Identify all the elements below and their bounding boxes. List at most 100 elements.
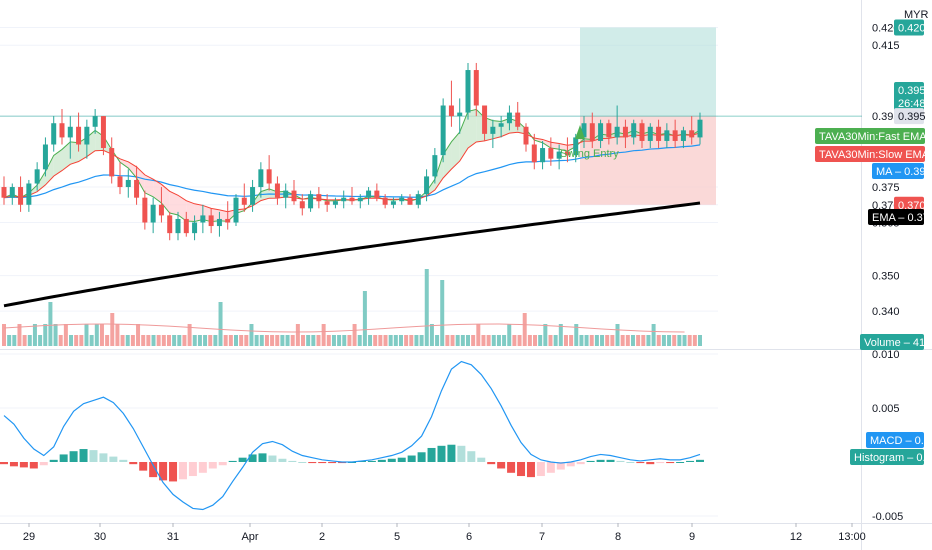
candle: [589, 112, 595, 149]
histogram-bar: [606, 459, 615, 462]
price-tick-label: 0.340: [872, 306, 900, 318]
volume-bar: [43, 324, 48, 346]
candle: [399, 194, 405, 205]
histogram-bar: [556, 462, 565, 470]
volume-bar: [130, 335, 135, 346]
volume-bar: [228, 335, 233, 346]
candle-body: [598, 123, 604, 141]
volume-bar: [558, 324, 563, 346]
candle: [142, 190, 148, 230]
price-tick-label: 0.350: [872, 271, 900, 283]
macd-tag-text: MACD – 0.001: [870, 435, 932, 447]
candle: [465, 62, 471, 120]
volume-bar: [636, 335, 641, 346]
candle-body: [490, 126, 496, 134]
candle-body: [51, 123, 57, 145]
volume-bar: [172, 335, 177, 346]
volume-bar: [605, 335, 610, 346]
candle: [200, 204, 206, 234]
histogram-bar: [119, 459, 128, 462]
histogram-bar: [208, 462, 217, 469]
target-price-tag-text: 0.420: [898, 23, 926, 35]
entry-price-tag-bg: [894, 108, 924, 125]
candle: [67, 116, 73, 159]
volume-bar: [74, 335, 79, 346]
candle-body: [457, 112, 463, 117]
histogram-bar: [407, 455, 416, 462]
volume-bar: [94, 324, 99, 346]
volume-bar: [38, 335, 43, 346]
histogram-bar: [517, 462, 526, 477]
histogram-bar: [576, 462, 585, 465]
candle-body: [672, 130, 678, 141]
candle: [117, 162, 123, 195]
volume-bar: [7, 335, 12, 346]
volume-bar: [517, 335, 522, 346]
macd-tag-bg: [866, 432, 924, 448]
volume-bar: [574, 324, 579, 346]
volume-bar: [429, 324, 434, 346]
ema-cloud-segment: [219, 209, 228, 222]
histogram-bar: [109, 456, 118, 462]
histogram-bar: [278, 458, 287, 462]
volume-bar: [641, 335, 646, 346]
ma-tag-bg: [872, 163, 924, 179]
time-tick-label: 12: [790, 531, 802, 543]
volume-bar: [259, 335, 264, 346]
macd-tick-label: 0.005: [872, 403, 900, 415]
volume-bar: [445, 335, 450, 346]
volume-bar: [368, 335, 373, 346]
histogram-bar: [129, 462, 138, 465]
volume-bar: [146, 335, 151, 346]
histogram-bar: [646, 462, 655, 465]
candle-body: [175, 218, 181, 234]
candle: [308, 190, 314, 212]
histogram-bar: [596, 459, 605, 462]
histogram-bar: [248, 454, 257, 462]
candle: [606, 119, 612, 145]
candle-body: [192, 222, 198, 234]
histogram-tag: Histogram – 0.000: [850, 449, 932, 465]
candle: [556, 144, 562, 170]
candle-body: [523, 126, 529, 145]
candle-body: [680, 130, 686, 141]
macd-tick-label: -0.005: [872, 511, 903, 523]
fast-ema-tag: TAVA30Min:Fast EMA – 0.390: [815, 128, 932, 144]
macd-line: [3, 360, 701, 511]
candle-body: [465, 70, 471, 113]
candle: [448, 80, 454, 127]
price-tick-label: 0.420: [872, 23, 900, 35]
volume-bar: [2, 324, 6, 346]
volume-bar: [600, 335, 605, 346]
candle: [548, 137, 554, 166]
candle: [216, 211, 222, 237]
histogram-bar: [447, 444, 456, 462]
histogram-bar: [467, 451, 476, 462]
candle-body: [283, 190, 289, 198]
volume-bar: [234, 335, 238, 346]
volume-bar: [223, 335, 228, 346]
candle: [158, 187, 164, 223]
candle: [498, 116, 504, 138]
candle: [208, 208, 214, 234]
volume-bar: [625, 335, 630, 346]
candle-body: [67, 126, 73, 138]
volume-bar: [218, 302, 223, 346]
volume-bar: [331, 335, 336, 346]
candle: [639, 119, 645, 149]
volume-bar: [182, 335, 187, 346]
stop-price-tag-text: 0.370: [898, 200, 926, 212]
volume-bar: [460, 335, 465, 346]
volume-bar: [398, 335, 403, 346]
candle-body: [142, 197, 148, 223]
volume-bar: [136, 324, 141, 346]
candle: [341, 190, 347, 209]
candle-body: [274, 183, 280, 198]
volume-bar: [208, 335, 213, 346]
candle-body: [250, 187, 256, 205]
volume-bar: [79, 335, 84, 346]
volume-bar: [414, 335, 419, 346]
candle-body: [208, 215, 214, 227]
candle: [175, 211, 181, 241]
